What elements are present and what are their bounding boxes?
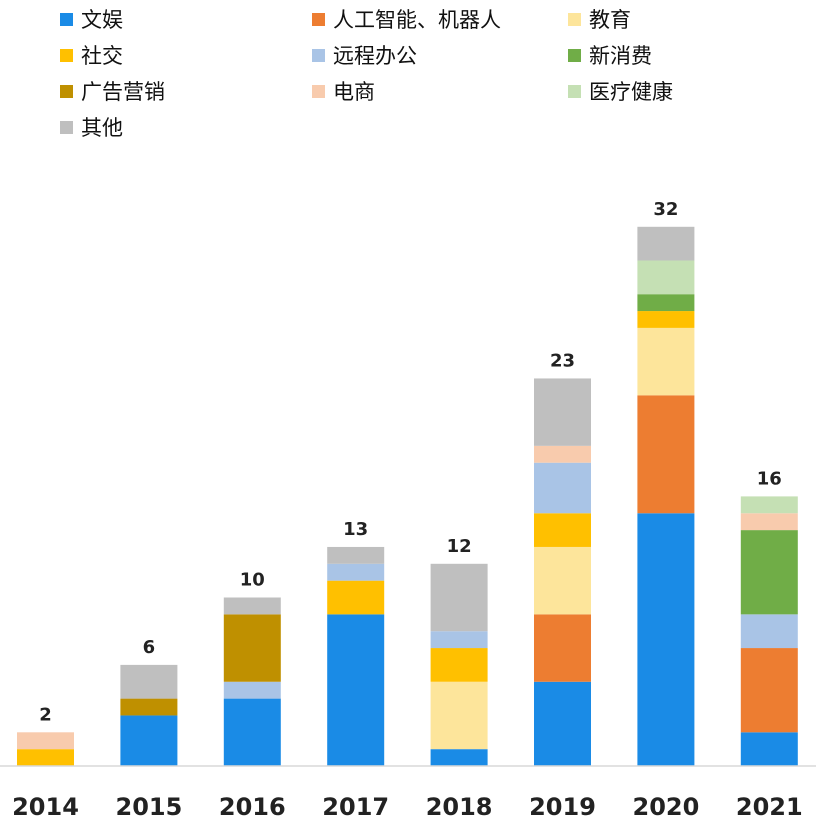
total-label: 16	[757, 468, 782, 489]
x-tick-label: 2018	[426, 793, 493, 821]
legend-swatch	[312, 85, 325, 98]
x-tick-label: 2014	[12, 793, 79, 821]
bar-segment	[637, 294, 695, 312]
bar-segment	[17, 749, 74, 766]
bar-segment	[534, 445, 591, 463]
total-label: 23	[550, 350, 575, 371]
bar-segment	[637, 513, 695, 766]
total-label: 32	[653, 199, 678, 220]
legend-item: 广告营销	[60, 80, 165, 104]
legend-label: 教育	[589, 8, 631, 32]
bar-segment	[223, 698, 281, 766]
bar-segment	[327, 580, 385, 615]
legend-label: 新消费	[589, 44, 652, 68]
bar-segment	[17, 732, 74, 750]
bar-segment	[740, 530, 798, 615]
legend-label: 人工智能、机器人	[333, 8, 501, 32]
bar-segment	[534, 614, 591, 682]
legend-item: 社交	[60, 44, 123, 68]
legend-item: 文娱	[60, 8, 123, 32]
total-label: 10	[240, 570, 265, 591]
bar-segment	[327, 614, 385, 766]
legend-item: 远程办公	[312, 44, 417, 68]
bar-segment	[327, 563, 385, 581]
bar-segment	[534, 378, 591, 446]
legend-swatch	[60, 13, 73, 26]
x-tick-label: 2016	[219, 793, 286, 821]
bar-segment	[120, 664, 178, 699]
bar-segment	[223, 681, 281, 699]
bar-segment	[430, 681, 488, 750]
bar-segment	[430, 563, 488, 632]
bar-segment	[637, 311, 695, 328]
x-tick-label: 2015	[116, 793, 183, 821]
bar-segment	[120, 715, 178, 766]
labels: 2 2014 6 2015 10 2016 13 2017 12 2018 23 2019 32 2020…	[12, 199, 803, 821]
bar-segment	[637, 327, 695, 396]
legend-label: 远程办公	[333, 44, 417, 68]
bar-segment	[740, 648, 798, 733]
bar-segment	[740, 732, 798, 766]
legend-label: 文娱	[81, 8, 123, 32]
legend-swatch	[312, 49, 325, 62]
legend-swatch	[60, 121, 73, 134]
bar-segment	[637, 395, 695, 514]
bar-segment	[430, 648, 488, 682]
legend-item: 教育	[568, 8, 631, 32]
total-label: 13	[343, 519, 368, 540]
bar-segment	[223, 597, 281, 615]
legend-swatch	[568, 85, 581, 98]
bar-segment	[430, 631, 488, 649]
legend-label: 其他	[81, 116, 123, 140]
legend-swatch	[568, 13, 581, 26]
bar-segment	[534, 462, 591, 514]
legend-item: 电商	[312, 80, 375, 104]
bar-segment	[740, 614, 798, 649]
legend-item: 其他	[60, 116, 123, 140]
x-tick-label: 2021	[736, 793, 803, 821]
legend-swatch	[60, 85, 73, 98]
legend-swatch	[312, 13, 325, 26]
bar-segment	[637, 260, 695, 295]
x-tick-label: 2017	[322, 793, 389, 821]
bar-segment	[223, 614, 281, 682]
legend-item: 医疗健康	[568, 80, 673, 104]
bar-segment	[534, 681, 591, 766]
x-tick-label: 2019	[529, 793, 596, 821]
legend-label: 社交	[81, 44, 123, 68]
total-label: 6	[143, 637, 156, 658]
bar-segment	[120, 698, 178, 716]
legend-item: 新消费	[568, 44, 652, 68]
bar-segment	[534, 546, 591, 615]
legend-item: 人工智能、机器人	[312, 8, 501, 32]
bar-segment	[637, 226, 695, 261]
legend-swatch	[60, 49, 73, 62]
legend-label: 医疗健康	[589, 80, 673, 104]
bar-segment	[740, 513, 798, 531]
bar-segment	[327, 546, 385, 564]
bar-segment	[534, 513, 591, 547]
bars	[17, 226, 798, 766]
legend-label: 电商	[333, 80, 375, 104]
total-label: 12	[447, 536, 472, 557]
legend-swatch	[568, 49, 581, 62]
x-tick-label: 2020	[633, 793, 700, 821]
legend-label: 广告营销	[81, 80, 165, 104]
bar-segment	[740, 496, 798, 514]
bar-segment	[430, 749, 488, 766]
total-label: 2	[39, 704, 52, 725]
